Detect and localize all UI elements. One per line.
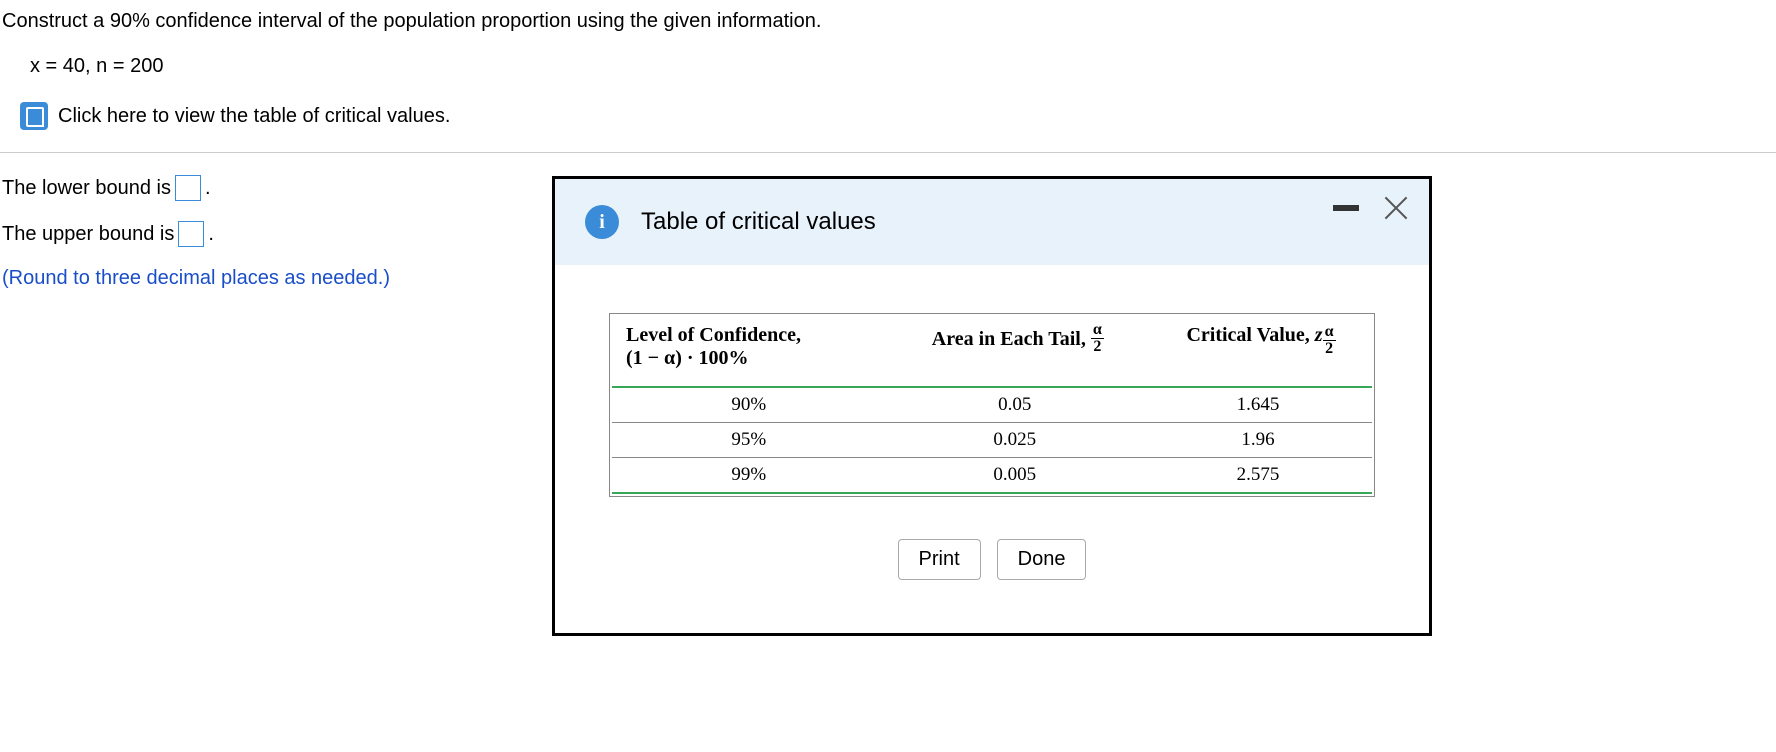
critical-values-link[interactable]: Click here to view the table of critical… xyxy=(58,105,450,128)
close-icon[interactable] xyxy=(1381,193,1411,223)
print-button[interactable]: Print xyxy=(898,539,981,580)
upper-bound-input[interactable] xyxy=(178,221,204,247)
given-values: x = 40, n = 200 xyxy=(0,41,1776,92)
table-row: 95% 0.025 1.96 xyxy=(612,423,1372,458)
divider xyxy=(0,152,1776,153)
question-prompt: Construct a 90% confidence interval of t… xyxy=(0,10,1776,41)
done-button[interactable]: Done xyxy=(997,539,1087,580)
period: . xyxy=(208,223,214,246)
info-icon: i xyxy=(585,205,619,239)
upper-bound-label: The upper bound is xyxy=(2,223,174,246)
modal-header: i Table of critical values xyxy=(555,179,1429,265)
modal-title: Table of critical values xyxy=(641,208,876,236)
table-row: 90% 0.05 1.645 xyxy=(612,387,1372,423)
col-header-area: Area in Each Tail, α2 xyxy=(886,316,1144,387)
period: . xyxy=(205,177,211,200)
modal-body: Level of Confidence, (1 − α) · 100% Area… xyxy=(555,265,1429,590)
modal-footer: Print Done xyxy=(609,497,1375,580)
table-body: 90% 0.05 1.645 95% 0.025 1.96 99% 0.005 … xyxy=(612,387,1372,493)
lower-bound-input[interactable] xyxy=(175,175,201,201)
lower-bound-label: The lower bound is xyxy=(2,177,171,200)
table-row: 99% 0.005 2.575 xyxy=(612,458,1372,494)
col-header-confidence: Level of Confidence, (1 − α) · 100% xyxy=(612,316,886,387)
col-header-critical-value: Critical Value, zα2 xyxy=(1144,316,1372,387)
minimize-icon[interactable] xyxy=(1333,205,1359,211)
critical-values-table: Level of Confidence, (1 − α) · 100% Area… xyxy=(612,316,1372,494)
book-icon[interactable] xyxy=(20,102,48,130)
critical-values-modal: i Table of critical values Level of Conf… xyxy=(552,176,1432,636)
